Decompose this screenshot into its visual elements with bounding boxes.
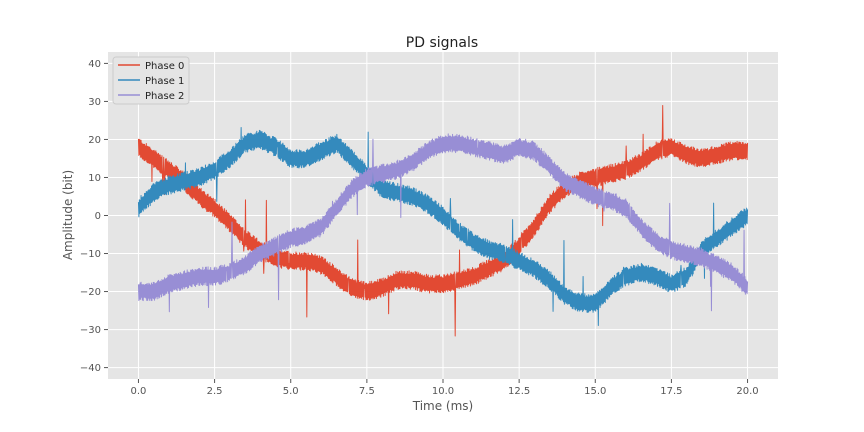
x-tick-label: 20.0 xyxy=(736,386,758,397)
legend-label-phase-1: Phase 1 xyxy=(145,76,184,87)
series-line-phase-1 xyxy=(137,127,749,326)
y-tick-label: 10 xyxy=(88,173,101,184)
series-line-phase-2 xyxy=(137,133,749,313)
x-tick-label: 12.5 xyxy=(508,386,530,397)
x-tick-label: 17.5 xyxy=(660,386,682,397)
y-tick-label: 30 xyxy=(88,97,101,108)
y-tick-label: −10 xyxy=(80,249,101,260)
legend-label-phase-2: Phase 2 xyxy=(145,91,184,102)
series-line-phase-0 xyxy=(137,104,749,337)
x-tick-label: 10.0 xyxy=(432,386,454,397)
x-axis-ticks: 0.0 2.5 5.0 7.5 10.0 12.5 15.0 17.5 20.0 xyxy=(131,379,759,397)
legend: Phase 0 Phase 1 Phase 2 xyxy=(112,56,190,105)
chart-title: PD signals xyxy=(406,35,478,51)
x-tick-label: 5.0 xyxy=(283,386,299,397)
legend-box xyxy=(112,56,190,105)
y-axis-ticks: −40 −30 −20 −10 0 10 20 30 40 xyxy=(80,59,108,374)
y-tick-label: −30 xyxy=(80,325,101,336)
y-axis-label: Amplitude (bit) xyxy=(61,170,75,260)
x-tick-label: 15.0 xyxy=(584,386,606,397)
x-tick-label: 2.5 xyxy=(207,386,223,397)
y-tick-label: 20 xyxy=(88,135,101,146)
x-tick-label: 0.0 xyxy=(131,386,147,397)
legend-label-phase-0: Phase 0 xyxy=(145,61,184,72)
y-tick-label: −40 xyxy=(80,363,101,374)
y-tick-label: −20 xyxy=(80,287,101,298)
x-tick-label: 7.5 xyxy=(359,386,375,397)
y-tick-label: 40 xyxy=(88,59,101,70)
series-layer xyxy=(137,104,749,337)
y-tick-label: 0 xyxy=(95,211,101,222)
x-axis-label: Time (ms) xyxy=(412,399,474,413)
